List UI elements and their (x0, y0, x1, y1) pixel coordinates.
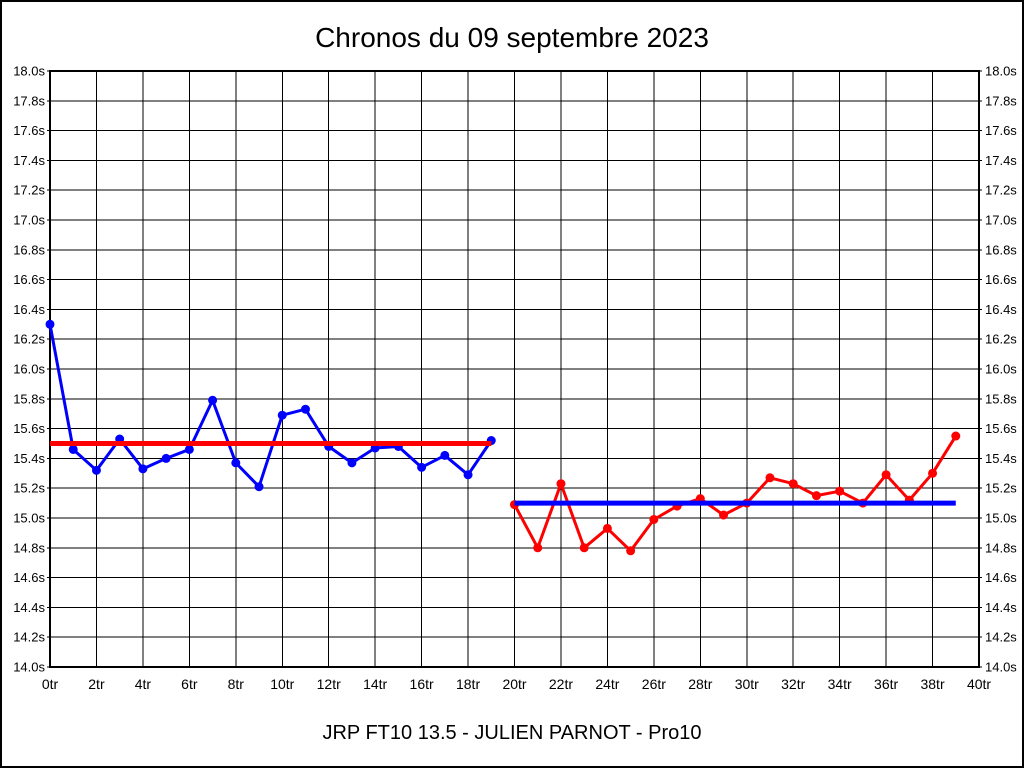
y-tick-label-right: 17.2s (985, 183, 1017, 198)
y-tick-label-right: 18.0s (985, 64, 1017, 79)
chronos-serie-1-point (208, 395, 218, 405)
x-tick-label: 38tr (920, 676, 944, 692)
y-tick-label-right: 14.4s (985, 600, 1017, 615)
y-tick-label-left: 17.4s (13, 153, 45, 168)
y-tick-label-left: 16.2s (13, 332, 45, 347)
y-tick-label-left: 15.2s (13, 481, 45, 496)
x-tick-label: 20tr (502, 676, 526, 692)
y-tick-label-right: 16.0s (985, 362, 1017, 377)
chart-title: Chronos du 09 septembre 2023 (315, 22, 709, 53)
chronos-serie-1-point (184, 444, 194, 454)
chronos-serie-2-point (579, 543, 589, 553)
y-tick-label-right: 16.6s (985, 272, 1017, 287)
chronos-serie-1-point (91, 465, 101, 475)
x-tick-label: 6tr (181, 676, 198, 692)
y-tick-label-left: 17.6s (13, 123, 45, 138)
chronos-serie-1-point (45, 319, 55, 329)
x-tick-label: 18tr (456, 676, 480, 692)
y-tick-label-left: 16.8s (13, 242, 45, 257)
chronos-serie-1-point (440, 450, 450, 460)
chronos-serie-2-point (533, 543, 543, 553)
x-tick-label: 14tr (363, 676, 387, 692)
y-tick-label-left: 18.0s (13, 64, 45, 79)
y-tick-label-right: 14.0s (985, 660, 1017, 675)
y-tick-label-right: 17.4s (985, 153, 1017, 168)
x-tick-label: 26tr (642, 676, 666, 692)
y-tick-label-left: 14.8s (13, 540, 45, 555)
y-tick-label-left: 15.6s (13, 421, 45, 436)
chronos-serie-2-point (765, 473, 775, 483)
y-tick-label-right: 14.8s (985, 540, 1017, 555)
chronos-serie-2-point (556, 479, 566, 489)
y-tick-label-right: 15.2s (985, 481, 1017, 496)
y-tick-label-left: 14.0s (13, 660, 45, 675)
y-tick-label-right: 14.2s (985, 630, 1017, 645)
x-tick-label: 4tr (135, 676, 152, 692)
chronos-serie-1-point (300, 404, 310, 414)
y-tick-label-right: 15.4s (985, 451, 1017, 466)
y-tick-label-left: 14.2s (13, 630, 45, 645)
x-tick-label: 22tr (549, 676, 573, 692)
chronos-serie-1-point (463, 470, 473, 480)
chronos-serie-2-point (951, 431, 961, 441)
y-tick-label-right: 15.0s (985, 511, 1017, 526)
x-tick-label: 2tr (88, 676, 105, 692)
x-tick-label: 30tr (735, 676, 759, 692)
chronos-serie-2-point (626, 546, 636, 556)
y-tick-label-right: 16.4s (985, 302, 1017, 317)
x-tick-label: 28tr (688, 676, 712, 692)
chronos-serie-1-point (138, 464, 148, 474)
chronos-serie-2-point (649, 514, 659, 524)
x-tick-label: 32tr (781, 676, 805, 692)
y-tick-label-right: 14.6s (985, 570, 1017, 585)
y-tick-label-right: 17.0s (985, 213, 1017, 228)
x-tick-label: 8tr (228, 676, 245, 692)
chronos-serie-2-line (513, 434, 958, 553)
chronos-serie-1-point (347, 458, 357, 468)
y-tick-label-left: 15.8s (13, 391, 45, 406)
y-tick-label-left: 14.6s (13, 570, 45, 585)
x-tick-label: 12tr (317, 676, 341, 692)
y-tick-label-left: 16.4s (13, 302, 45, 317)
y-tick-label-left: 16.6s (13, 272, 45, 287)
y-tick-label-left: 14.4s (13, 600, 45, 615)
chronos-serie-1-point (254, 482, 264, 492)
y-tick-label-right: 15.6s (985, 421, 1017, 436)
x-tick-label: 0tr (42, 676, 59, 692)
chronos-serie-2-point (835, 486, 845, 496)
y-tick-label-right: 16.8s (985, 242, 1017, 257)
chronos-serie-2-point (719, 510, 729, 520)
y-tick-label-right: 17.8s (985, 93, 1017, 108)
y-tick-label-left: 17.8s (13, 93, 45, 108)
x-tick-label: 40tr (967, 676, 991, 692)
plot-border (49, 70, 980, 668)
chronos-serie-1-point (277, 410, 287, 420)
x-tick-label: 34tr (828, 676, 852, 692)
y-tick-label-left: 15.4s (13, 451, 45, 466)
x-tick-label: 16tr (410, 676, 434, 692)
y-tick-label-left: 17.2s (13, 183, 45, 198)
y-tick-label-right: 16.2s (985, 332, 1017, 347)
chronos-serie-2-point (788, 479, 798, 489)
chart-caption: JRP FT10 13.5 - JULIEN PARNOT - Pro10 (322, 722, 702, 744)
chronos-serie-1-line (48, 322, 493, 489)
chronos-serie-2-point (811, 491, 821, 501)
chronos-serie-1-point (68, 444, 78, 454)
chronos-serie-1-point (231, 458, 241, 468)
y-tick-label-left: 16.0s (13, 362, 45, 377)
x-tick-label: 10tr (270, 676, 294, 692)
x-tick-label: 36tr (874, 676, 898, 692)
y-tick-label-left: 15.0s (13, 511, 45, 526)
x-tick-label: 24tr (595, 676, 619, 692)
chronos-serie-2-point (602, 523, 612, 533)
chronos-serie-1-point (417, 462, 427, 472)
chronos-serie-2-point (928, 468, 938, 478)
chronos-serie-2-point (881, 470, 891, 480)
y-tick-label-right: 17.6s (985, 123, 1017, 138)
chronos-serie-1-point (161, 453, 171, 463)
y-tick-label-right: 15.8s (985, 391, 1017, 406)
y-tick-label-left: 17.0s (13, 213, 45, 228)
